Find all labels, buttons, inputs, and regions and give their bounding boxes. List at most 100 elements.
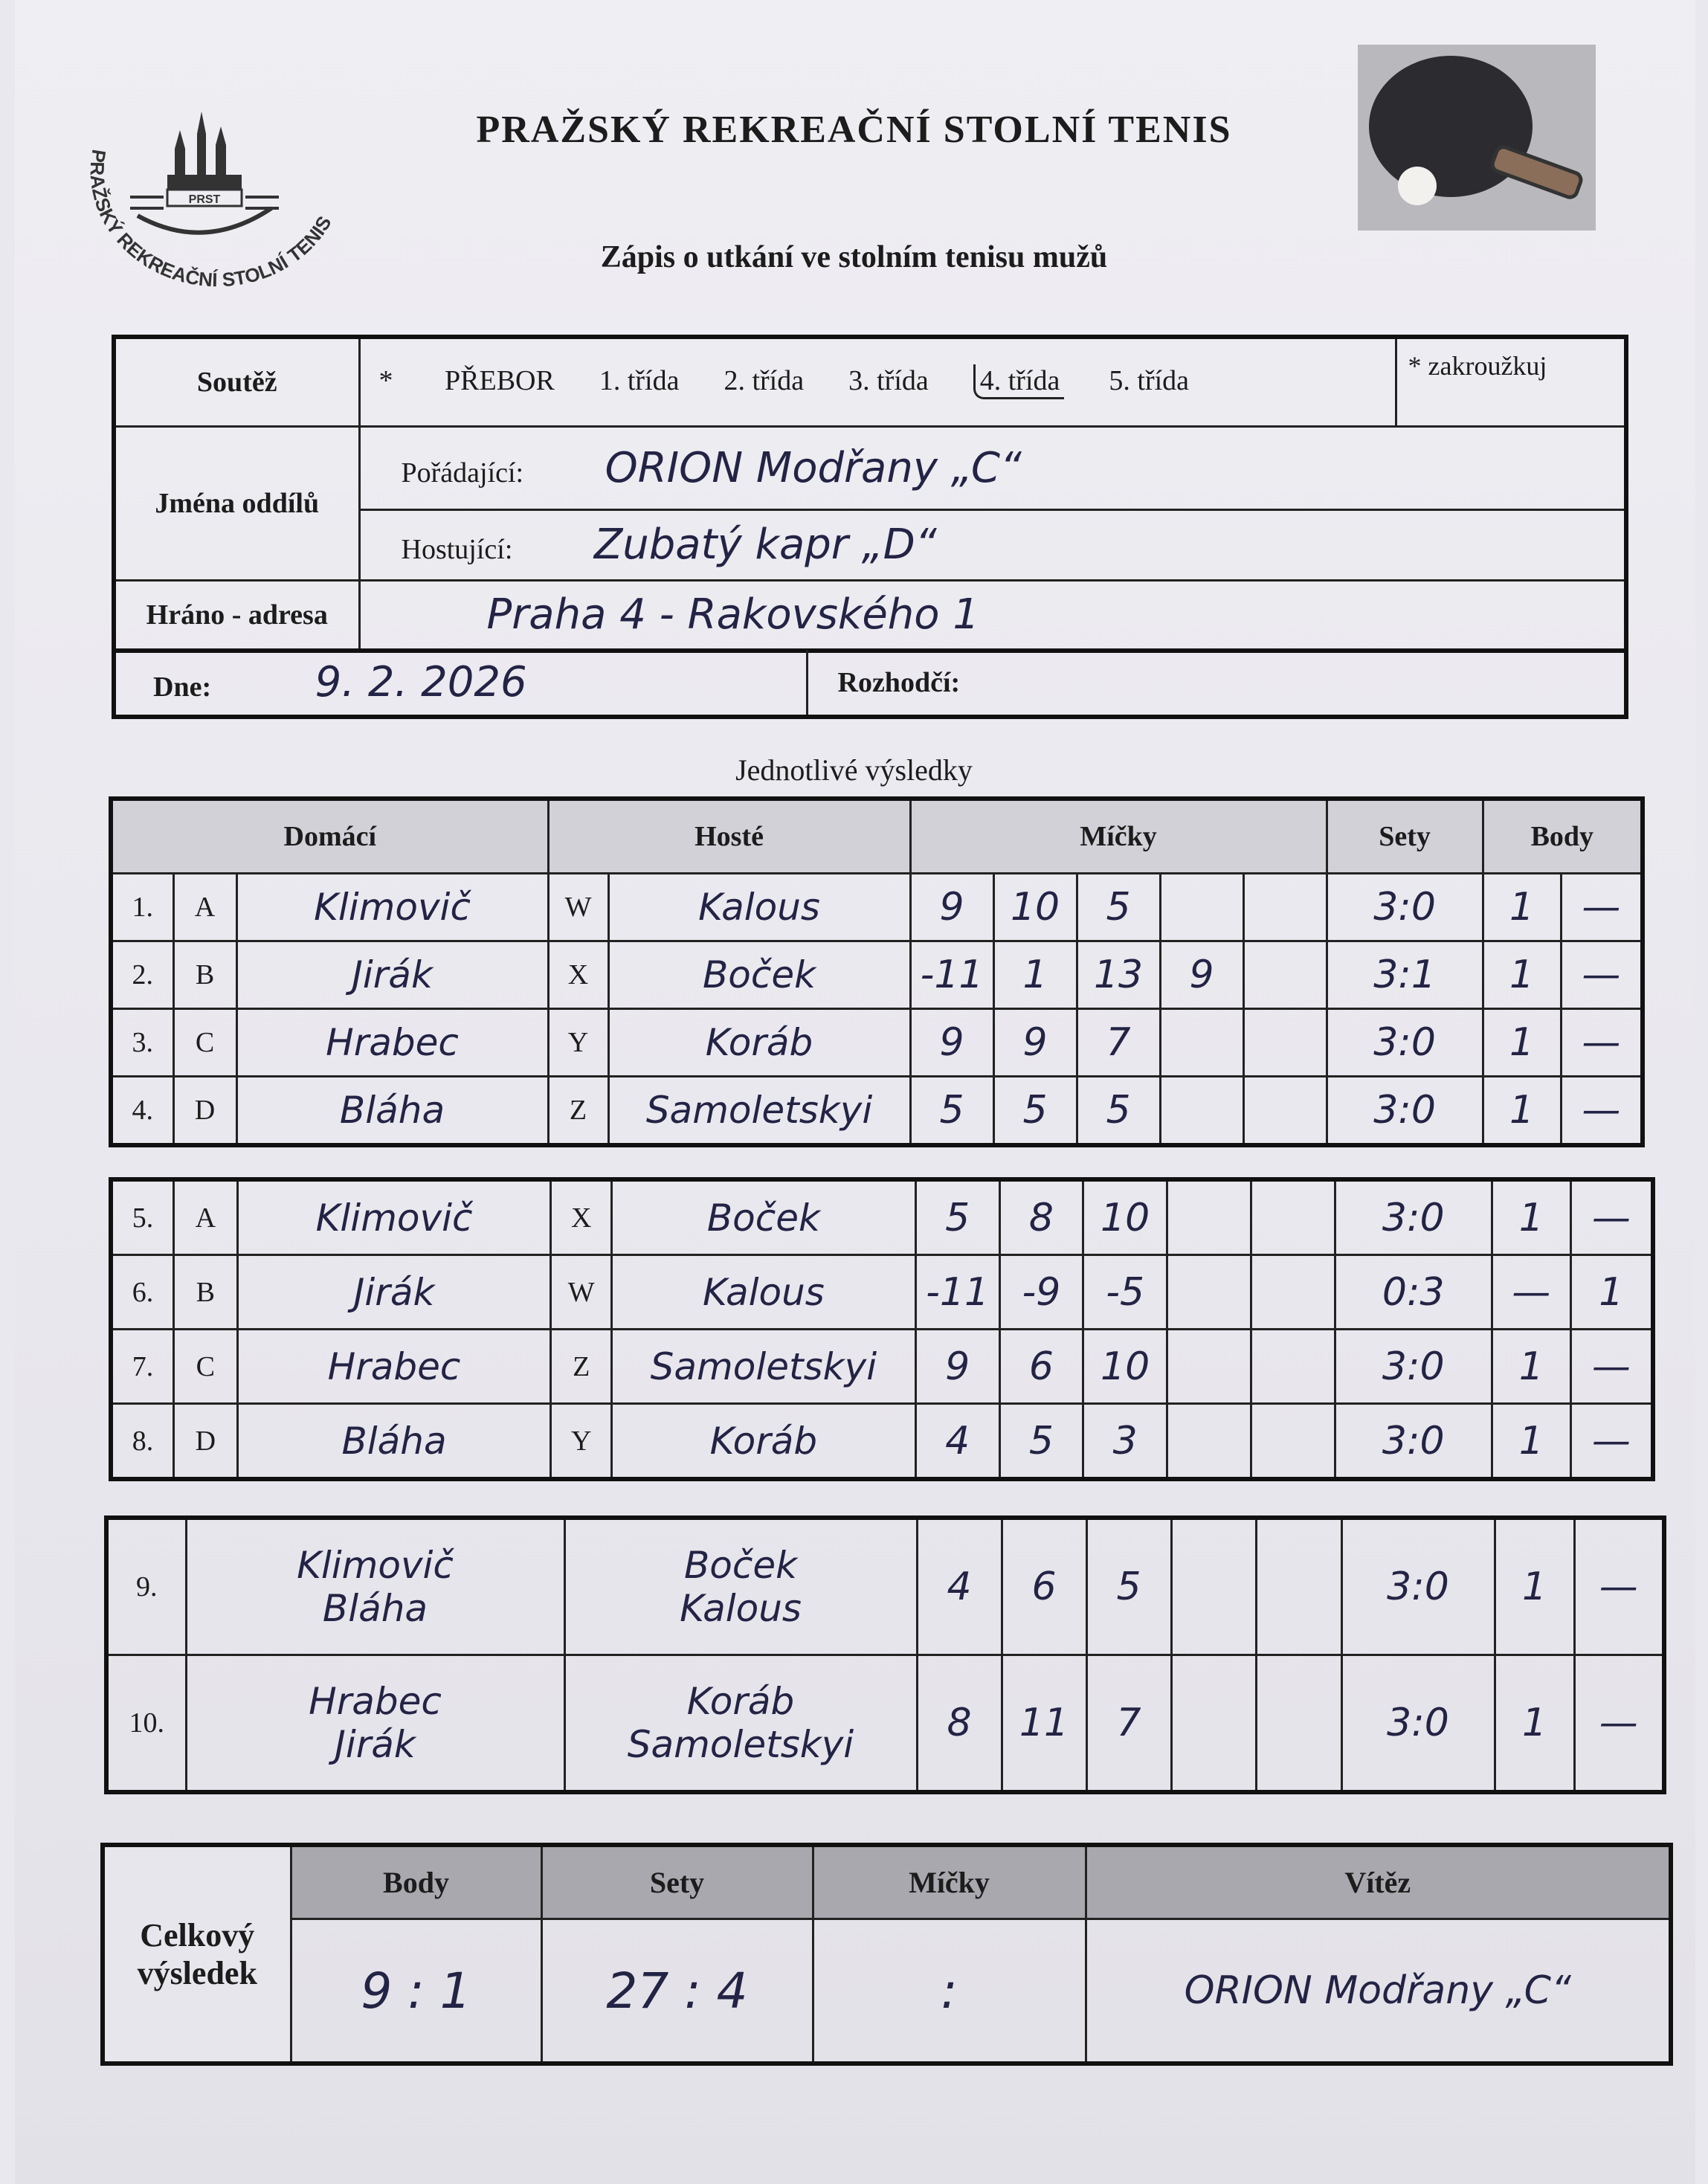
competition-option[interactable]: 4. třída [973, 364, 1065, 400]
guest-point: — [1569, 1178, 1654, 1256]
home-player-letter: C [172, 1008, 238, 1077]
home-player-letter: A [172, 872, 238, 942]
home-player-name: Klimovič [236, 1178, 552, 1256]
guest-player-name: Kalous [610, 1254, 917, 1330]
home-pair-player: Klimovič [297, 1544, 454, 1587]
competition-option[interactable]: PŘEBOR [445, 365, 555, 397]
summary-sets-header: Sety [540, 1843, 814, 1920]
guest-player-letter: W [547, 872, 610, 942]
set-score [1254, 1516, 1343, 1656]
set-score: 11 [1000, 1654, 1088, 1794]
set-score [1166, 1328, 1252, 1405]
set-score: 5 [914, 1178, 1001, 1256]
set-score: 6 [1000, 1516, 1088, 1656]
set-score: 5 [909, 1075, 995, 1147]
set-score: 3 [1082, 1402, 1169, 1481]
home-player-name: Jirák [235, 940, 550, 1010]
home-pair-player: Hrabec [309, 1680, 442, 1723]
competition-option[interactable]: 3. třída [848, 365, 929, 397]
summary-label: Celkový výsledek [101, 1843, 292, 2065]
competition-option[interactable]: 5. třída [1109, 365, 1190, 397]
guest-pair-player: Kalous [680, 1587, 802, 1630]
set-score: 9 [992, 1008, 1078, 1077]
match-info-table: Soutěž * PŘEBOR 1. třída 2. třída 3. třída 4… [112, 335, 1628, 653]
set-score: 4 [915, 1516, 1003, 1656]
date-referee-row: Dne: 9. 2. 2026 Rozhodčí: [112, 650, 1628, 719]
set-score [1249, 1402, 1336, 1481]
guest-column-header: Hosté [547, 797, 912, 874]
guest-team-label: Hostující: [401, 534, 513, 565]
match-row: 4. D Bláha Z Samoletskyi 5 5 5 3:0 1— [109, 1075, 1644, 1147]
guest-point: — [1573, 1654, 1666, 1794]
svg-text:PRST: PRST [189, 193, 221, 206]
home-pair: Hrabec Jirák [184, 1654, 566, 1794]
set-score: 10 [992, 872, 1078, 942]
home-player-letter: D [172, 1075, 238, 1147]
singles-table-1: Domácí Hosté Míčky Sety Body 1. A Klimovič W Kalo… [109, 796, 1646, 1147]
guest-player-name: Kalous [607, 872, 912, 942]
set-score [1254, 1654, 1343, 1794]
match-number: 1. [109, 872, 175, 942]
match-row: 5. A Klimovič X Boček 5 8 10 3:0 1— [109, 1178, 1654, 1256]
set-score: 4 [914, 1402, 1001, 1481]
home-player-letter: D [173, 1402, 239, 1481]
guest-point: — [1569, 1402, 1654, 1481]
sets-result: 3:0 [1340, 1516, 1496, 1656]
set-score: 5 [1085, 1516, 1173, 1656]
set-score: 7 [1075, 1008, 1161, 1077]
guest-player-name: Samoletskyi [610, 1328, 917, 1405]
summary-points-header: Body [289, 1843, 543, 1920]
set-score: 5 [1075, 872, 1161, 942]
summary-winner-value: ORION Modřany „C“ [1084, 1918, 1672, 2065]
sets-column-header: Sety [1325, 797, 1484, 874]
set-score: 1 [992, 940, 1078, 1010]
match-row: 3. C Hrabec Y Koráb 9 9 7 3:0 1— [109, 1008, 1644, 1077]
doubles-table: 9. Klimovič Bláha Boček Kalous 4 6 5 3:0 1—10. Hra… [104, 1515, 1666, 1794]
home-point: 1 [1490, 1328, 1572, 1405]
set-score [1249, 1328, 1336, 1405]
set-score [1166, 1178, 1252, 1256]
set-score [1170, 1654, 1257, 1794]
set-score: -9 [998, 1254, 1085, 1330]
set-score [1170, 1516, 1257, 1656]
sets-result: 3:0 [1325, 872, 1484, 942]
home-player-name: Jirák [236, 1254, 552, 1330]
set-score: 10 [1082, 1178, 1169, 1256]
home-player-name: Klimovič [235, 872, 550, 942]
set-score: 5 [992, 1075, 1078, 1147]
competition-option[interactable]: 2. třída [724, 365, 805, 397]
home-player-name: Bláha [236, 1402, 552, 1481]
referee-label: Rozhodčí: [837, 667, 961, 698]
home-point: — [1490, 1254, 1572, 1330]
home-pair-player: Jirák [335, 1723, 416, 1766]
singles-table-2: 5. A Klimovič X Boček 5 8 10 3:0 1—6. B Jirák W Kalou… [109, 1177, 1655, 1481]
sets-result: 3:1 [1325, 940, 1484, 1010]
competition-option[interactable]: 1. třída [599, 365, 680, 397]
home-pair-player: Bláha [322, 1587, 428, 1630]
page-title: PRAŽSKÝ REKREAČNÍ STOLNÍ TENIS [476, 109, 1232, 151]
home-player-letter: B [172, 940, 238, 1010]
home-point: 1 [1481, 940, 1562, 1010]
balls-column-header: Míčky [909, 797, 1328, 874]
set-score: 8 [998, 1178, 1085, 1256]
home-player-letter: C [173, 1328, 239, 1405]
match-row: 8. D Bláha Y Koráb 4 5 3 3:0 1— [109, 1402, 1654, 1481]
set-score: 9 [909, 872, 995, 942]
guest-player-letter: Y [547, 1008, 610, 1077]
set-score: 9 [1158, 940, 1245, 1010]
address-label: Hráno - adresa [112, 579, 361, 652]
set-score [1166, 1402, 1252, 1481]
home-player-name: Hrabec [236, 1328, 552, 1405]
home-player-letter: B [173, 1254, 239, 1330]
set-score: 6 [998, 1328, 1085, 1405]
summary-balls-value: : [811, 1918, 1087, 2065]
match-row: 6. B Jirák W Kalous -11 -9 -5 0:3—1 [109, 1254, 1654, 1330]
date-label: Dne: [153, 671, 212, 703]
guest-point: — [1573, 1516, 1666, 1656]
guest-player-letter: X [550, 1178, 613, 1256]
home-point: 1 [1481, 872, 1562, 942]
form-subtitle: Zápis o utkání ve stolním tenisu mužů [600, 240, 1108, 274]
set-score [1242, 1075, 1328, 1147]
guest-point: — [1559, 940, 1644, 1010]
competition-label: Soutěž [112, 335, 361, 428]
